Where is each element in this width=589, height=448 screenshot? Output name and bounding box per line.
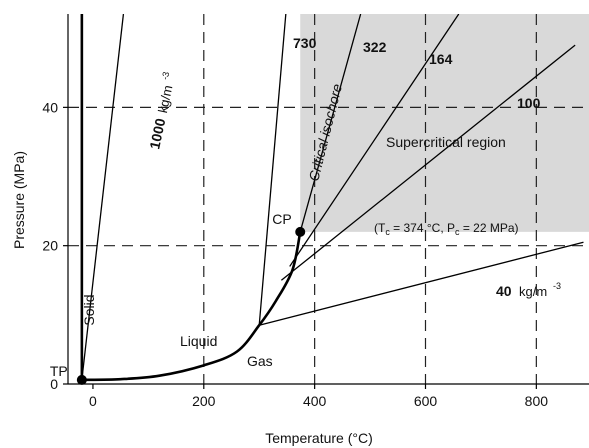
isochore-1000-label: 1000 kg/m -3 xyxy=(146,71,176,151)
isochore-164-label: 164 xyxy=(429,51,453,67)
gas-label: Gas xyxy=(247,353,273,369)
cp-conditions-mid: = 374 °C, P xyxy=(390,221,455,235)
cp-label: CP xyxy=(272,211,291,227)
x-tick-label: 400 xyxy=(303,393,327,409)
y-tick-label: 40 xyxy=(42,99,58,115)
cp-conditions-t-sub: c xyxy=(385,227,390,237)
supercritical-region xyxy=(300,14,589,232)
iso-322-curve xyxy=(299,14,362,233)
isochore-1000-exponent: -3 xyxy=(160,71,171,81)
isochore-100-label: 100 xyxy=(517,95,541,111)
iso-730-curve xyxy=(258,14,287,326)
isochore-40-value: 40 xyxy=(496,283,512,299)
critical-point-conditions: (Tc = 374 °C, Pc = 22 MPa) xyxy=(374,221,519,237)
axis-ticks: 0 200 400 600 800 0 20 40 xyxy=(42,99,548,409)
cp-conditions-open: (T xyxy=(374,221,386,235)
phase-points: TP CP xyxy=(50,211,306,385)
x-tick-label: 0 xyxy=(89,393,97,409)
y-tick-label: 0 xyxy=(50,376,58,392)
cp-conditions-p-sub: c xyxy=(455,227,460,237)
y-tick-label: 20 xyxy=(42,238,58,254)
iso-100-curve xyxy=(280,44,576,281)
isochore-1000-unit: kg/m xyxy=(155,84,176,115)
liquid-label: Liquid xyxy=(180,333,217,349)
iso-1000-curve xyxy=(81,14,125,380)
x-tick-label: 800 xyxy=(525,393,549,409)
solid-label: Solid xyxy=(81,294,97,325)
x-axis-label: Temperature (°C) xyxy=(265,430,373,446)
iso-40-curve xyxy=(259,241,584,326)
tp-label: TP xyxy=(50,363,68,379)
tp-marker xyxy=(76,374,87,385)
isochore-40-exponent: -3 xyxy=(553,281,561,291)
isochore-40-unit: kg/m xyxy=(519,284,547,299)
y-axis-label: Pressure (MPa) xyxy=(11,151,27,249)
cp-marker xyxy=(295,226,306,237)
supercritical-region-label: Supercritical region xyxy=(386,134,506,150)
x-tick-label: 600 xyxy=(414,393,438,409)
cp-conditions-close: = 22 MPa) xyxy=(460,221,519,235)
isochore-40-label: 40 kg/m -3 xyxy=(496,281,561,299)
vaporization-curve xyxy=(81,231,302,382)
phase-curves xyxy=(80,14,584,382)
x-tick-label: 200 xyxy=(192,393,216,409)
isochore-322-label: 322 xyxy=(363,39,387,55)
isochore-730-label: 730 xyxy=(293,35,317,51)
iso-164-curve xyxy=(289,14,460,267)
isochore-1000-value: 1000 xyxy=(146,117,168,151)
